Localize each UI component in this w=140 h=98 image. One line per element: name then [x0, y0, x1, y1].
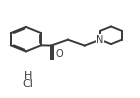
Text: N: N	[96, 35, 104, 45]
Text: Cl: Cl	[23, 79, 33, 89]
Text: H: H	[24, 71, 32, 81]
Text: O: O	[56, 49, 63, 59]
Text: N: N	[96, 35, 104, 45]
